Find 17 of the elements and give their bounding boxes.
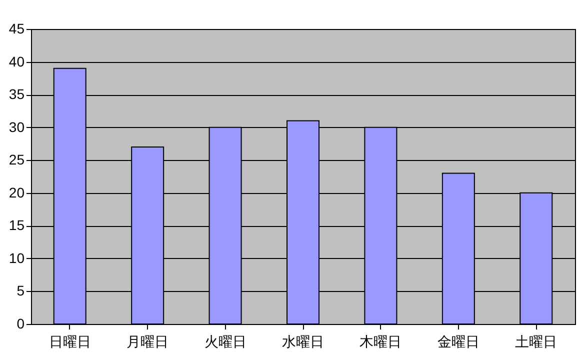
y-tick-label: 25 bbox=[8, 152, 25, 168]
y-tick-label: 45 bbox=[8, 20, 25, 36]
y-tick-label: 35 bbox=[8, 86, 25, 102]
x-tick-label: 土曜日 bbox=[515, 334, 558, 350]
y-tick-label: 15 bbox=[8, 217, 25, 234]
x-tick-label: 木曜日 bbox=[360, 334, 402, 350]
x-tick-label: 金曜日 bbox=[437, 334, 480, 350]
x-tick-label: 火曜日 bbox=[204, 334, 246, 350]
y-tick-label: 10 bbox=[8, 250, 25, 266]
x-tick-label: 日曜日 bbox=[48, 334, 91, 350]
x-tick-label: 月曜日 bbox=[126, 334, 169, 350]
x-tick-label: 水曜日 bbox=[282, 334, 324, 350]
y-tick-label: 0 bbox=[16, 316, 25, 332]
y-tick-label: 30 bbox=[8, 118, 25, 135]
y-tick-label: 20 bbox=[8, 184, 25, 200]
y-tick-label: 40 bbox=[8, 53, 25, 70]
y-tick-label: 5 bbox=[16, 282, 25, 299]
